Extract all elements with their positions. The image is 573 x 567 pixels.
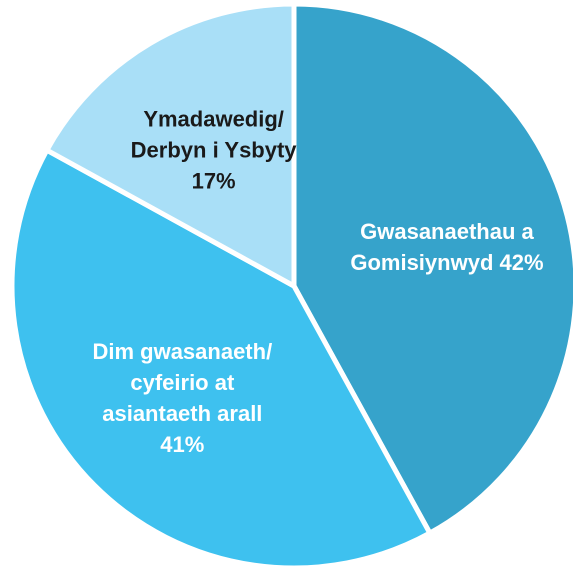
slice-label: Ymadawedig/ Derbyn i Ysbyty 17%: [114, 104, 314, 197]
category-name: Dim gwasanaeth/ cyfeirio at asiantaeth a…: [92, 338, 273, 426]
pie-slice: [291, 1, 573, 536]
value-label: 41%: [160, 431, 205, 457]
slice-label: Dim gwasanaeth/ cyfeirio at asiantaeth a…: [77, 336, 287, 460]
value-label: 17%: [191, 168, 236, 194]
category-name: Ymadawedig/ Derbyn i Ysbyty: [130, 106, 297, 163]
slice-label: Gwasanaethau a Gomisiynwyd 42%: [332, 216, 562, 278]
pie-slice: [9, 147, 433, 567]
value-label: 42%: [499, 249, 544, 275]
pie-slice: [44, 1, 297, 289]
category-name: Gwasanaethau a Gomisiynwyd: [350, 218, 534, 275]
